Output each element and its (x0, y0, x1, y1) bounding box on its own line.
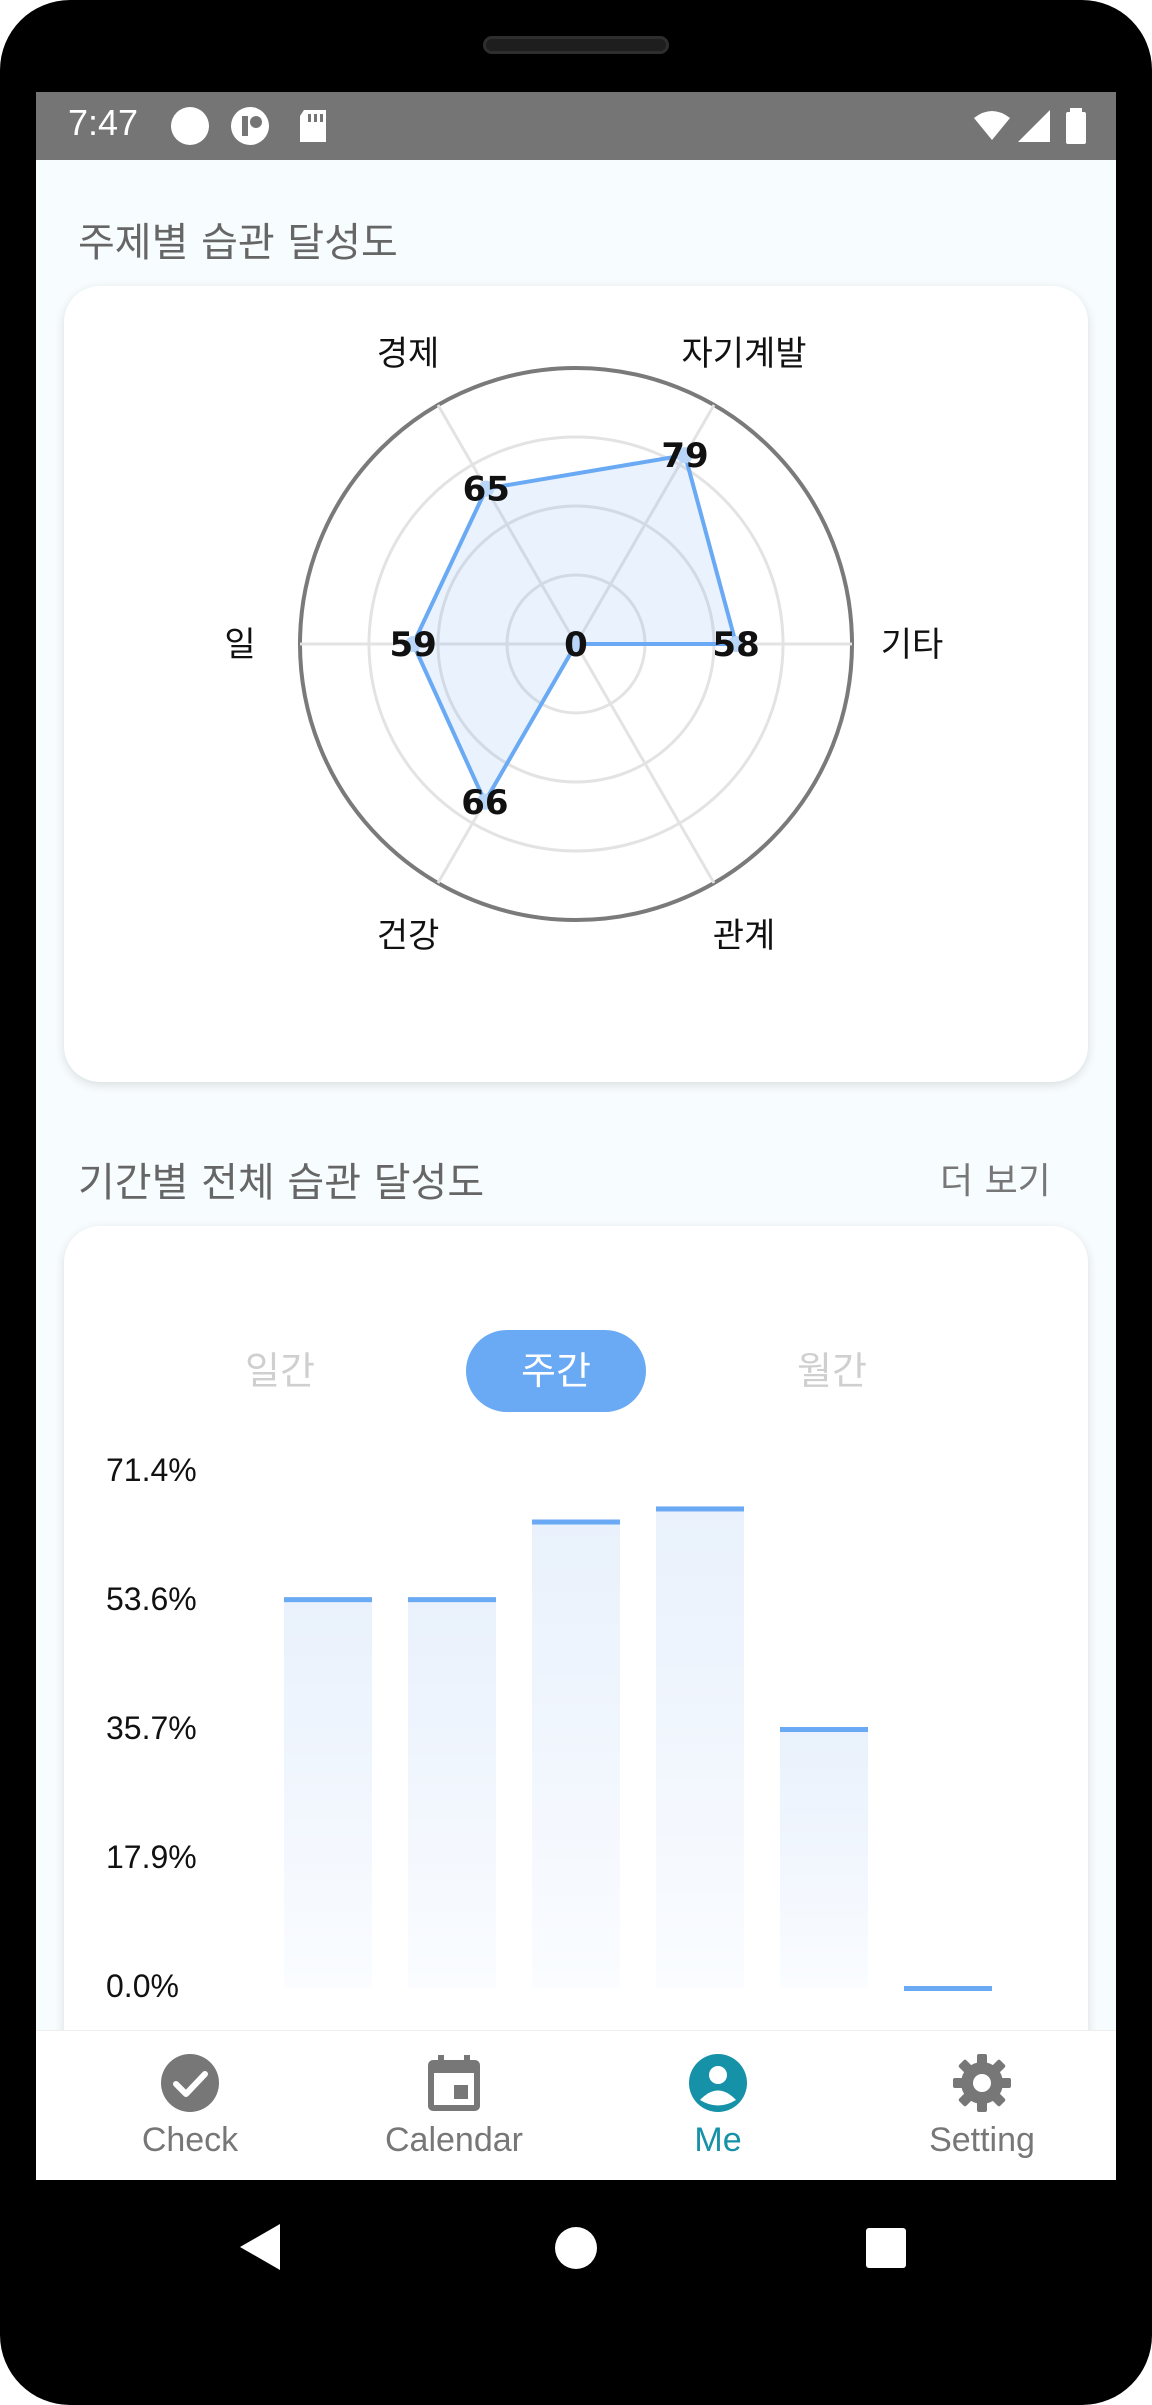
gear-icon (953, 2054, 1011, 2112)
sd-card-icon (300, 110, 326, 142)
bar (656, 1508, 744, 1988)
home-icon[interactable] (554, 2226, 598, 2270)
period-section-title: 기간별 전체 습관 달성도 (78, 1160, 485, 1206)
y-tick-label: 53.6% (106, 1581, 197, 1617)
bar-top-line (656, 1506, 744, 1512)
nav-setting-label: Setting (929, 2121, 1035, 2159)
y-tick-label: 35.7% (106, 1710, 197, 1746)
nav-calendar[interactable]: Calendar (354, 2031, 554, 2180)
radar-point (478, 480, 495, 497)
tab-monthly[interactable]: 월간 (797, 1349, 867, 1393)
radar-point (677, 447, 694, 464)
bar-top-line (532, 1519, 620, 1525)
app-notification-icon (231, 107, 269, 145)
status-time: 7:47 (68, 102, 139, 143)
radar-value-label: 0 (564, 625, 588, 665)
radar-section-title: 주제별 습관 달성도 (78, 220, 398, 266)
radar-axis-label: 관계 (713, 916, 776, 956)
period-card: 일간 주간 월간 71.4% 53.6% 35.7% 17.9% 0.0% (64, 1226, 1088, 2126)
radar-point (476, 793, 493, 810)
radar-axis-label: 경제 (377, 334, 440, 374)
check-circle-icon (161, 2054, 219, 2112)
radar-axis-label: 자기계발 (681, 334, 806, 374)
radar-value-label: 65 (463, 470, 510, 510)
more-button[interactable]: 더 보기 (940, 1161, 1051, 1202)
radar-axis-label: 기타 (881, 625, 944, 665)
wifi-icon (974, 111, 1010, 140)
radar-spoke (574, 404, 716, 645)
back-icon[interactable] (238, 2222, 284, 2272)
radar-spoke (436, 404, 578, 645)
radar-point (568, 636, 584, 652)
signal-icon (1018, 110, 1050, 142)
bar (780, 1729, 868, 1988)
bar-chart (284, 1506, 992, 1991)
notification-dot-icon (171, 107, 209, 145)
screen: 7:47 (36, 92, 1116, 2180)
radar-value-label: 58 (712, 625, 759, 665)
recents-icon[interactable] (864, 2226, 908, 2270)
nav-calendar-label: Calendar (385, 2121, 523, 2159)
tab-daily[interactable]: 일간 (245, 1349, 315, 1393)
bar (284, 1599, 372, 1988)
radar-axis-label: 일 (224, 625, 255, 665)
bar (532, 1521, 620, 1988)
y-tick-label: 0.0% (106, 1968, 179, 2004)
nav-check-label: Check (141, 2121, 239, 2159)
bar-top-line (408, 1597, 496, 1603)
radar-point (405, 636, 422, 652)
bar (408, 1599, 496, 1988)
calendar-icon (428, 2055, 480, 2111)
nav-me[interactable]: Me (618, 2031, 818, 2180)
nav-check[interactable]: Check (90, 2031, 290, 2180)
y-tick-label: 17.9% (106, 1839, 197, 1875)
nav-setting[interactable]: Setting (882, 2031, 1082, 2180)
y-tick-label: 71.4% (106, 1452, 197, 1488)
radar-point (728, 636, 745, 652)
bar-top-line (780, 1727, 868, 1732)
radar-value-label: 79 (661, 436, 708, 476)
person-icon (689, 2054, 747, 2112)
radar-value-label: 59 (389, 625, 436, 665)
status-bar: 7:47 (36, 92, 1116, 160)
tab-weekly[interactable]: 주간 (466, 1330, 646, 1412)
radar-value-label: 66 (461, 783, 508, 823)
radar-axis-label: 건강 (377, 916, 440, 956)
battery-icon (1066, 108, 1086, 144)
bottom-navigation: Check Calendar Me (36, 2030, 1116, 2180)
bar-top-line (904, 1986, 992, 1991)
nav-me-label: Me (694, 2121, 742, 2159)
bar-top-line (284, 1597, 372, 1603)
speaker-grille (483, 36, 669, 54)
radar-spoke (574, 643, 716, 884)
